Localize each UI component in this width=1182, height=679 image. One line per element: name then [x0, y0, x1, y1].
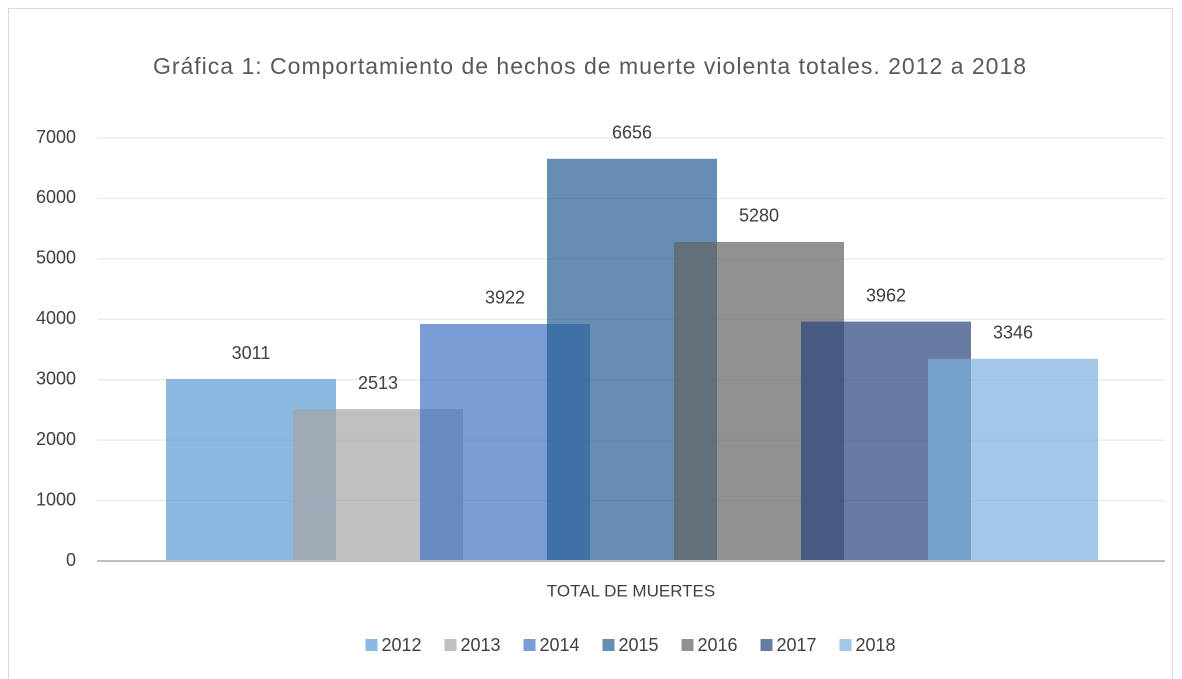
- data-label: 3962: [866, 285, 906, 305]
- x-tick-label: TOTAL DE MUERTES: [547, 581, 715, 600]
- legend-label: 2016: [698, 635, 738, 655]
- legend-swatch: [681, 639, 694, 651]
- legend-label: 2013: [461, 635, 501, 655]
- data-label: 6656: [612, 123, 652, 143]
- chart-title: Gráfica 1: Comportamiento de hechos de m…: [152, 53, 1028, 79]
- legend-swatch: [602, 639, 615, 651]
- y-tick-label: 1000: [36, 489, 76, 509]
- data-label: 3922: [485, 288, 525, 308]
- chart-border: [8, 8, 1173, 679]
- y-tick-label: 5000: [36, 248, 76, 268]
- y-tick-label: 0: [66, 550, 76, 570]
- legend-swatch: [444, 639, 457, 651]
- legend-swatch: [365, 639, 378, 651]
- y-tick-label: 6000: [36, 187, 76, 207]
- legend-label: 2017: [777, 635, 817, 655]
- legend-swatch: [839, 639, 852, 651]
- y-tick-label: 4000: [36, 308, 76, 328]
- y-tick-label: 2000: [36, 429, 76, 449]
- legend-label: 2012: [382, 635, 422, 655]
- data-label: 2513: [358, 373, 398, 393]
- legend-swatch: [523, 639, 536, 651]
- bar: [928, 358, 1098, 561]
- legend-label: 2014: [540, 635, 580, 655]
- legend-label: 2018: [856, 635, 896, 655]
- legend-swatch: [760, 639, 773, 651]
- data-label: 5280: [739, 206, 779, 226]
- data-label: 3346: [993, 323, 1033, 343]
- data-label: 3011: [232, 343, 271, 363]
- y-tick-label: 3000: [36, 368, 76, 388]
- legend-label: 2015: [619, 635, 659, 655]
- y-tick-label: 7000: [36, 127, 76, 147]
